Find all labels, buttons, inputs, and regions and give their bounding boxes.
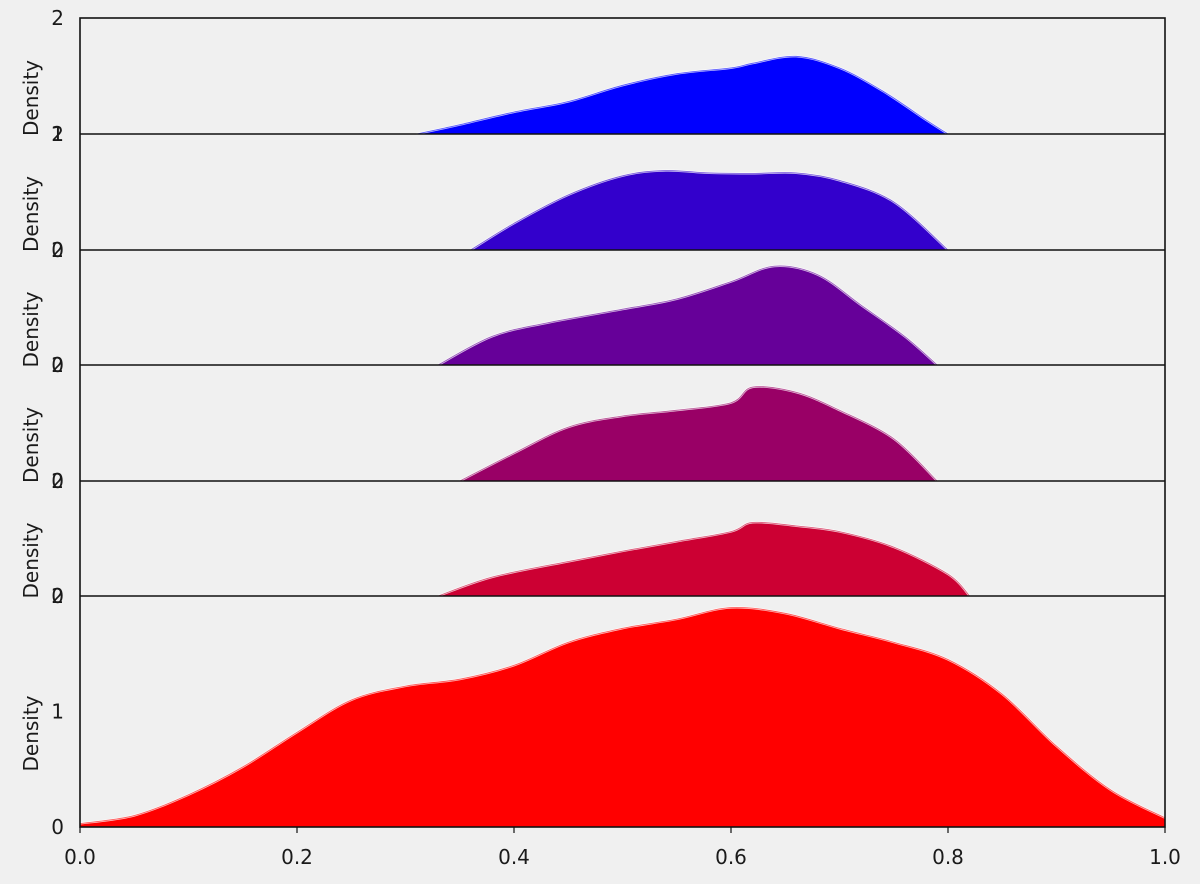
y-tick-label: 1 [51, 122, 64, 146]
y-axis-label: Density [19, 291, 43, 367]
density-curve-4 [459, 386, 938, 482]
x-tick-label: 0.4 [498, 845, 530, 869]
y-tick-label: 1 [51, 700, 64, 724]
y-tick-label: 2 [51, 353, 64, 377]
y-tick-label: 0 [51, 469, 64, 493]
y-axis-label: Density [19, 522, 43, 598]
density-curve-6 [79, 606, 1166, 824]
density-curve-3 [437, 265, 938, 366]
density-area-2 [470, 170, 948, 250]
density-area-5 [438, 522, 970, 596]
y-tick-label: 2 [51, 584, 64, 608]
y-tick-label: 2 [51, 469, 64, 493]
x-tick-label: 1.0 [1149, 845, 1181, 869]
y-tick-label: 0 [51, 584, 64, 608]
y-axis-label: Density [19, 407, 43, 483]
y-axis-label: Density [19, 695, 43, 771]
density-area-1 [416, 56, 948, 134]
density-area-4 [459, 386, 938, 481]
y-tick-label: 0 [51, 353, 64, 377]
x-tick-label: 0.8 [932, 845, 964, 869]
density-area-3 [438, 265, 938, 365]
y-axis-label: Density [19, 60, 43, 136]
x-tick-label: 0.6 [715, 845, 747, 869]
y-tick-label: 2 [51, 6, 64, 30]
y-tick-label: 2 [51, 122, 64, 146]
density-curve-2 [470, 170, 949, 251]
x-tick-label: 0.0 [64, 845, 96, 869]
density-area-6 [80, 607, 1165, 827]
y-tick-label: 2 [51, 238, 64, 262]
y-tick-label: 0 [51, 815, 64, 839]
density-curve-5 [437, 521, 970, 597]
density-curve-1 [416, 55, 949, 135]
plot-frame [79, 17, 1166, 828]
y-tick-label: 0 [51, 238, 64, 262]
x-tick-label: 0.2 [281, 845, 313, 869]
y-axis-label: Density [19, 176, 43, 252]
